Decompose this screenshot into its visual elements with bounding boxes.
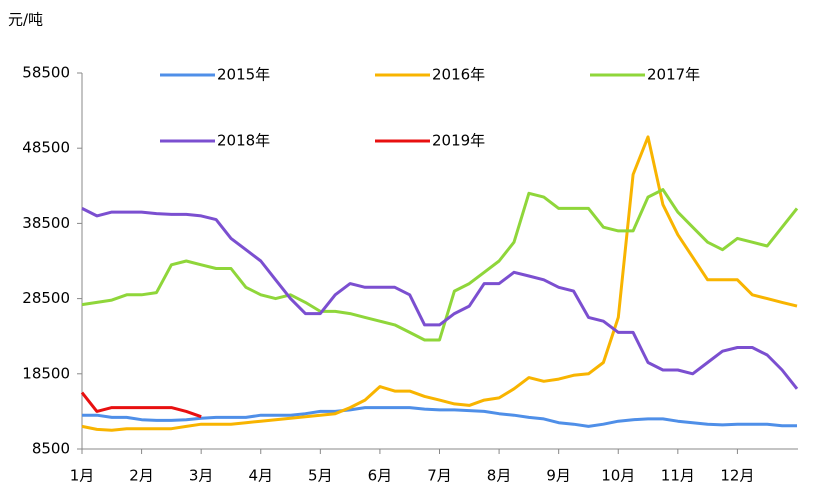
x-tick-label: 4月 xyxy=(248,467,273,485)
y-tick-label: 48500 xyxy=(22,139,70,157)
y-tick-label: 58500 xyxy=(22,64,70,82)
y-tick-label: 28500 xyxy=(22,289,70,307)
x-tick-label: 7月 xyxy=(427,467,452,485)
legend-label: 2018年 xyxy=(217,132,270,150)
legend-label: 2016年 xyxy=(432,66,485,84)
x-tick-label: 2月 xyxy=(129,467,154,485)
series-line xyxy=(80,391,202,419)
x-tick-label: 8月 xyxy=(487,467,512,485)
series-line xyxy=(81,207,799,390)
x-tick-label: 3月 xyxy=(189,467,214,485)
series-line xyxy=(81,135,798,432)
x-tick-label: 6月 xyxy=(368,467,393,485)
x-tick-label: 11月 xyxy=(661,467,695,485)
legend-label: 2019年 xyxy=(432,132,485,150)
legend-label: 2017年 xyxy=(647,66,700,84)
x-tick-label: 5月 xyxy=(308,467,333,485)
y-tick-label: 38500 xyxy=(22,214,70,232)
y-tick-label: 8500 xyxy=(32,440,70,458)
x-tick-label: 9月 xyxy=(546,467,571,485)
x-tick-label: 10月 xyxy=(601,467,635,485)
y-axis-label: 元/吨 xyxy=(8,11,43,29)
legend-label: 2015年 xyxy=(217,66,270,84)
x-tick-label: 12月 xyxy=(720,467,754,485)
series-line xyxy=(81,188,799,342)
series-line xyxy=(82,406,797,428)
x-tick-label: 1月 xyxy=(70,467,95,485)
y-tick-label: 18500 xyxy=(22,364,70,382)
